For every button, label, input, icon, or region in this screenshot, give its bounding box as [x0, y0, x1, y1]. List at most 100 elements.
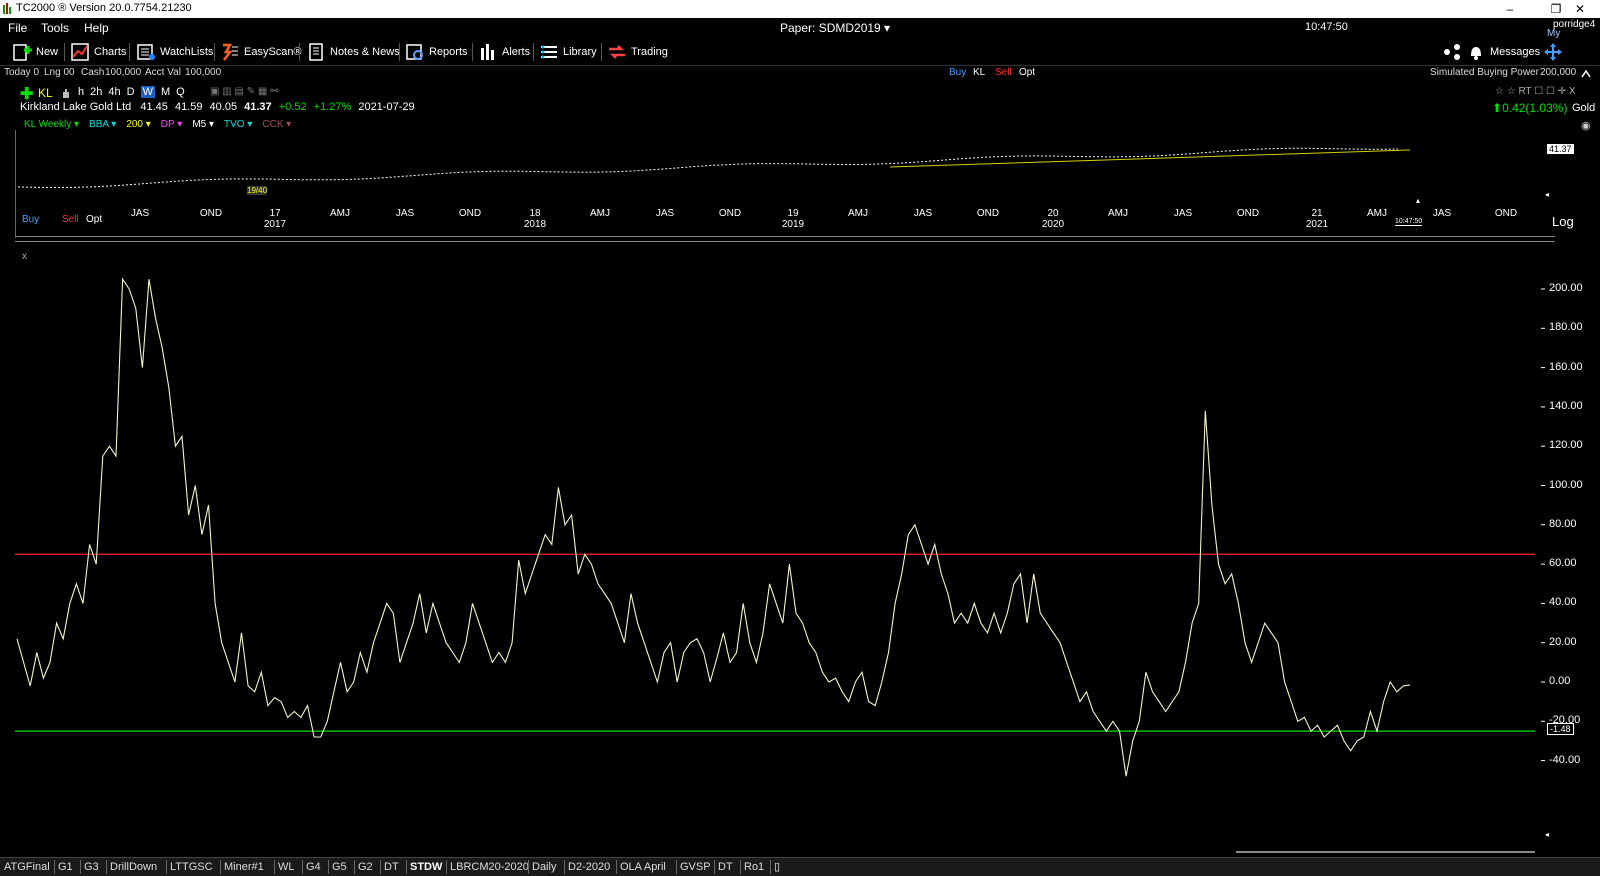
- y-axis-label: 120.00: [1549, 439, 1583, 452]
- industry-label[interactable]: Gold: [1572, 102, 1596, 114]
- chart-symbol[interactable]: KL: [38, 86, 53, 100]
- chart-sell-button[interactable]: Sell: [62, 214, 79, 225]
- buy-button[interactable]: Buy: [949, 67, 967, 78]
- close-button[interactable]: ✕: [1574, 2, 1586, 16]
- time-axis-label: AMJ: [590, 208, 610, 219]
- chart-clock: 10:47:50: [1395, 218, 1423, 226]
- period-D[interactable]: D: [126, 86, 135, 98]
- chevron-up-icon[interactable]: [1581, 69, 1591, 79]
- new-button[interactable]: New: [12, 41, 58, 63]
- time-axis: JAS OND 17 AMJ JAS OND 18 AMJ JAS OND 19 AMJ JAS OND 2…: [0, 208, 1540, 232]
- buying-power-label: Simulated Buying Power: [1430, 67, 1539, 78]
- alerts-button[interactable]: Alerts: [478, 41, 530, 63]
- time-axis-label: JAS: [655, 208, 675, 219]
- close-pane-button[interactable]: x: [22, 251, 27, 262]
- layout-tab[interactable]: ATGFinal: [4, 861, 50, 873]
- low-price: 40.05: [209, 101, 238, 113]
- layout-tab[interactable]: Miner#1: [224, 861, 264, 873]
- indicator-2[interactable]: 200 ▾: [126, 119, 151, 130]
- notes-news-button[interactable]: Notes & News: [306, 41, 400, 63]
- scroll-up-icon[interactable]: ▴: [1416, 196, 1421, 205]
- layout-tab[interactable]: G2: [358, 861, 373, 873]
- indicator-line: [16, 277, 1411, 777]
- layout-tab[interactable]: G3: [84, 861, 99, 873]
- layout-tab[interactable]: DrillDown: [110, 861, 158, 873]
- layout-tab[interactable]: G1: [58, 861, 73, 873]
- layout-tab[interactable]: Daily: [532, 861, 557, 873]
- indicator-6[interactable]: CCK ▾: [262, 119, 292, 130]
- menu-file[interactable]: File: [8, 21, 28, 35]
- easyscan-label: EasyScan®: [244, 46, 302, 58]
- layout-tab[interactable]: LTTGSC: [170, 861, 213, 873]
- reports-button[interactable]: Reports: [405, 41, 468, 63]
- library-icon: [541, 45, 557, 59]
- sell-button[interactable]: Sell: [995, 67, 1012, 78]
- watchlists-button[interactable]: WatchLists: [136, 41, 213, 63]
- minimize-button[interactable]: –: [1506, 2, 1514, 16]
- tab-divider: [676, 860, 677, 874]
- new-label: New: [36, 46, 59, 58]
- indicator-5[interactable]: TVO ▾: [224, 119, 253, 130]
- trading-button[interactable]: Trading: [607, 41, 668, 63]
- period-h[interactable]: h: [78, 86, 85, 98]
- indicator-0[interactable]: KL Weekly ▾: [24, 119, 80, 130]
- log-scale-toggle[interactable]: Log: [1552, 214, 1574, 229]
- library-button[interactable]: Library: [539, 41, 597, 63]
- layout-tab[interactable]: G5: [332, 861, 347, 873]
- chart-buy-button[interactable]: Buy: [22, 214, 40, 225]
- price-pane: [17, 147, 1411, 188]
- time-axis-label: OND: [1494, 208, 1518, 219]
- menu-help[interactable]: Help: [84, 21, 109, 35]
- layout-tab[interactable]: G4: [306, 861, 321, 873]
- add-tab-icon[interactable]: ▯: [774, 861, 781, 873]
- layout-tab[interactable]: DT: [384, 861, 399, 873]
- toolbar-divider: [64, 43, 65, 61]
- today-count: Today 0: [4, 67, 40, 78]
- period-Q[interactable]: Q: [176, 86, 185, 98]
- time-axis-label: 18: [529, 208, 541, 219]
- paper-account-select[interactable]: Paper: SDMD2019 ▾: [780, 21, 891, 35]
- restore-button[interactable]: ❐: [1550, 2, 1562, 16]
- layout-tab[interactable]: GVSP: [680, 861, 711, 873]
- period-2h[interactable]: 2h: [90, 86, 103, 98]
- layout-tab[interactable]: STDW: [410, 861, 443, 873]
- layout-tab[interactable]: DT: [718, 861, 733, 873]
- charts-button[interactable]: Charts: [70, 41, 126, 63]
- open-price: 41.45: [140, 101, 168, 113]
- messages-button[interactable]: Messages: [1442, 41, 1540, 63]
- easyscan-button[interactable]: EasyScan®: [220, 41, 302, 63]
- account-status-bar: Today 0 Lng 0 0 Cash 100,000 Acct Val 10…: [0, 66, 1600, 81]
- add-symbol-icon[interactable]: ✚: [20, 86, 34, 103]
- menu-tools[interactable]: Tools: [41, 21, 70, 35]
- indicator-4[interactable]: M5 ▾: [192, 119, 215, 130]
- layout-tab[interactable]: OLA April: [620, 861, 666, 873]
- pane-divider[interactable]: [15, 236, 1555, 242]
- y-axis-label: -40.00: [1549, 753, 1581, 766]
- scroll-left-icon[interactable]: ◂: [1545, 190, 1550, 199]
- move-icon[interactable]: [1543, 42, 1563, 62]
- tab-divider: [380, 860, 381, 874]
- layout-tab[interactable]: WL: [278, 861, 295, 873]
- hand-icon[interactable]: [60, 87, 72, 99]
- chart-window-controls[interactable]: ☆ ☆ RT ☐ ☐ ✛ X: [1495, 86, 1576, 97]
- layout-tab-bar: ATGFinal G1 G3 DrillDown LTTGSC Miner#1 WL G4 G5…: [0, 857, 1600, 876]
- chart-opt-button[interactable]: Opt: [86, 214, 103, 225]
- globe-icon[interactable]: ◉: [1581, 120, 1591, 132]
- company-name: Kirkland Lake Gold Ltd: [20, 101, 132, 113]
- period-4h[interactable]: 4h: [108, 86, 121, 98]
- layout-tab[interactable]: D2-2020: [568, 861, 611, 873]
- toolbar-icons[interactable]: ▣ ▥ ▤ ✎ ▦ ⚯: [210, 86, 279, 97]
- toolbar-divider: [299, 43, 300, 61]
- indicator-3[interactable]: DP ▾: [160, 119, 183, 130]
- scroll-left-icon-lower[interactable]: ◂: [1545, 830, 1550, 839]
- y-axis-label: 0.00: [1549, 675, 1571, 687]
- layout-tab[interactable]: Ro1: [744, 861, 765, 873]
- tab-divider: [106, 860, 107, 874]
- tab-divider: [166, 860, 167, 874]
- layout-tab[interactable]: LBRCM20-2020: [450, 861, 529, 873]
- indicator-1[interactable]: BBA ▾: [89, 119, 117, 130]
- period-M[interactable]: M: [160, 86, 171, 98]
- period-W[interactable]: W: [140, 86, 155, 98]
- time-axis-label: 21: [1311, 208, 1323, 219]
- options-button[interactable]: Opt: [1019, 67, 1036, 78]
